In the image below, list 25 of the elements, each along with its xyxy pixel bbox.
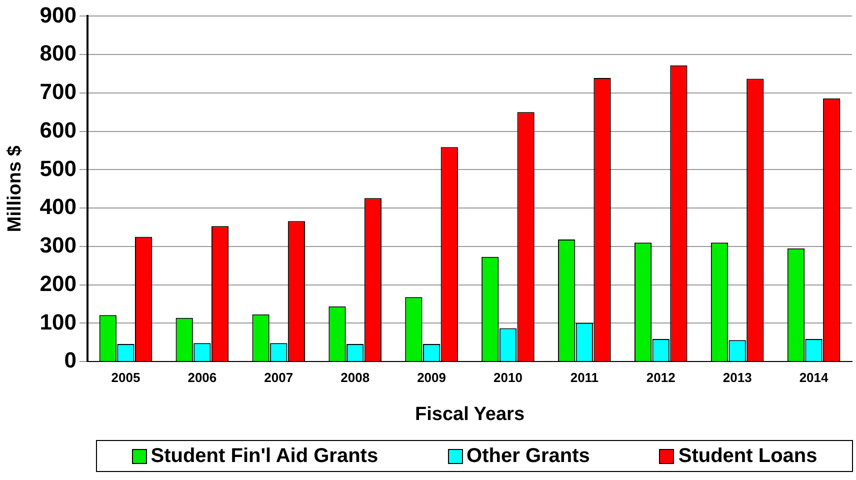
y-tick-label: 0 <box>64 348 77 373</box>
y-tick-label: 500 <box>40 156 77 181</box>
y-tick-label: 200 <box>40 270 77 296</box>
x-tick-label: 2012 <box>646 370 676 385</box>
x-tick-label: 2008 <box>340 370 370 385</box>
y-axis-title: Millions $ <box>4 145 26 232</box>
x-tick-label: 2011 <box>570 370 599 385</box>
x-tick-label: 2010 <box>494 370 522 385</box>
x-tick-label: 2013 <box>722 370 752 385</box>
x-tick-label: 2014 <box>799 370 830 385</box>
legend-label: Other Grants <box>466 444 590 468</box>
x-axis-title: Fiscal Years <box>414 404 525 425</box>
legend-label: Student Loans <box>678 444 818 468</box>
x-tick-label: 2009 <box>417 370 446 385</box>
y-tick-label: 600 <box>40 117 77 142</box>
x-tick-label: 2005 <box>111 370 140 385</box>
x-tick-label: 2006 <box>188 370 217 385</box>
x-tick-label: 2007 <box>264 370 294 385</box>
y-tick-label: 800 <box>40 40 77 66</box>
y-tick-label: 900 <box>40 2 77 28</box>
y-tick-label: 700 <box>40 79 77 104</box>
legend-label: Student Fin'l Aid Grants <box>150 444 378 468</box>
y-tick-label: 400 <box>40 194 77 220</box>
y-tick-label: 300 <box>40 232 77 258</box>
y-tick-label: 100 <box>40 309 77 334</box>
